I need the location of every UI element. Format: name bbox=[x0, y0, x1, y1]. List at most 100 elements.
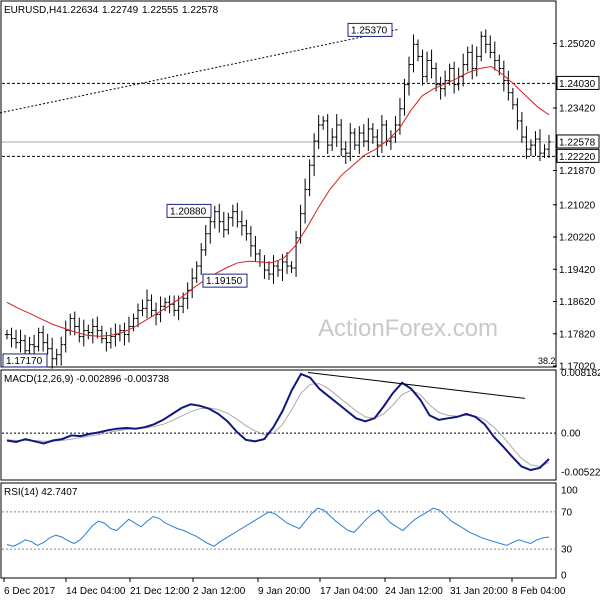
price-bar bbox=[510, 87, 515, 110]
price-bar bbox=[140, 299, 145, 317]
price-bar bbox=[348, 123, 353, 162]
trendline bbox=[0, 28, 399, 114]
level-label-box bbox=[556, 148, 600, 163]
price-bar bbox=[81, 319, 86, 347]
x-tick-label: 24 Jan 12:00 bbox=[385, 586, 443, 597]
price-bar bbox=[479, 31, 484, 62]
price-bar bbox=[519, 112, 524, 143]
price-bar bbox=[276, 260, 280, 277]
price-bar bbox=[429, 49, 434, 79]
y-tick-label: 1.21870 bbox=[559, 166, 596, 177]
price-bar bbox=[72, 311, 77, 336]
ohlc-low: 1.22555 bbox=[142, 5, 179, 16]
price-bar bbox=[135, 303, 140, 328]
annotation: 1.25370 bbox=[347, 22, 393, 37]
price-bar bbox=[402, 78, 407, 116]
annotation-box bbox=[166, 203, 212, 218]
price-bar bbox=[212, 205, 217, 229]
price-bar bbox=[334, 114, 339, 147]
price-bar bbox=[235, 202, 240, 228]
y-tick-label: 1.21020 bbox=[559, 200, 596, 211]
price-bar bbox=[506, 70, 511, 101]
rsi-y-tick-label: 100 bbox=[561, 486, 578, 497]
price-bar bbox=[542, 144, 547, 158]
price-bar bbox=[325, 114, 330, 154]
y-tick-label: 1.17820 bbox=[559, 329, 596, 340]
price-bar bbox=[99, 325, 104, 344]
price-bar bbox=[194, 261, 199, 283]
price-bar bbox=[203, 224, 208, 256]
y-tick-label: 1.25020 bbox=[559, 39, 596, 50]
price-bar bbox=[122, 322, 127, 346]
price-bar bbox=[307, 159, 312, 197]
macd-y-tick-label: 0.00 bbox=[561, 429, 581, 440]
price-bar bbox=[547, 135, 551, 158]
x-tick-label: 21 Dec 12:00 bbox=[130, 586, 190, 597]
ohlc-open: 1.22634 bbox=[62, 5, 99, 16]
price-bar bbox=[54, 348, 59, 366]
price-bar bbox=[483, 29, 488, 54]
moving-average-line bbox=[6, 65, 550, 337]
level-label-box bbox=[556, 75, 600, 90]
symbol-label: EURUSD,H4 bbox=[4, 5, 62, 16]
price-bar bbox=[221, 211, 226, 238]
annotation-label: 1.20880 bbox=[170, 206, 207, 217]
annotation-label: 1.19150 bbox=[206, 276, 243, 287]
price-bar bbox=[285, 252, 290, 274]
price-bar bbox=[158, 296, 163, 323]
price-bar bbox=[149, 294, 154, 318]
macd-y-ticks: 0.008182 0.00 -0.005223 bbox=[561, 368, 600, 478]
price-y-ticks: 1.25020 1.23420 1.21870 1.21020 1.20220 1.194… bbox=[553, 39, 596, 373]
price-bar bbox=[185, 282, 190, 310]
price-bar bbox=[361, 124, 366, 147]
price-bar bbox=[41, 325, 46, 352]
price-bar bbox=[488, 35, 493, 59]
price-bar bbox=[77, 317, 82, 343]
price-bar bbox=[352, 128, 357, 150]
rsi-y-tick-label: 0 bbox=[561, 571, 567, 582]
price-bar bbox=[370, 123, 375, 144]
price-bar bbox=[416, 39, 421, 62]
price-bar bbox=[131, 313, 136, 332]
x-tick-label: 6 Dec 2017 bbox=[4, 586, 56, 597]
price-bar bbox=[465, 46, 470, 72]
price-bar bbox=[18, 329, 23, 353]
price-bar bbox=[9, 327, 14, 348]
macd-panel-frame bbox=[0, 369, 557, 481]
x-tick-label: 17 Jan 04:00 bbox=[320, 586, 378, 597]
price-bar bbox=[45, 333, 50, 355]
price-bar bbox=[470, 44, 475, 80]
price-bar bbox=[375, 129, 380, 156]
macd-y-tick-label: -0.005223 bbox=[561, 467, 600, 478]
rsi-y-tick-label: 30 bbox=[561, 545, 573, 556]
price-bar bbox=[474, 46, 479, 77]
price-bar bbox=[537, 129, 542, 162]
price-bar bbox=[393, 116, 398, 143]
annotation-box bbox=[347, 22, 393, 37]
macd-y-tick-label: 0.008182 bbox=[561, 368, 600, 379]
rsi-label: RSI(14) 42.7407 bbox=[4, 487, 78, 498]
last-price-box bbox=[556, 134, 600, 149]
price-bar bbox=[434, 62, 439, 92]
rsi-y-ticks: 100 70 30 0 bbox=[561, 486, 578, 582]
annotation-label: 1.17170 bbox=[6, 356, 43, 367]
macd-signal-line bbox=[6, 383, 550, 467]
y-tick-label: 1.18620 bbox=[559, 297, 596, 308]
price-bar bbox=[50, 337, 55, 369]
price-bar bbox=[366, 118, 371, 151]
price-bar bbox=[5, 329, 9, 340]
x-tick-label: 2 Jan 12:00 bbox=[193, 586, 246, 597]
y-tick-label: 1.20220 bbox=[559, 233, 596, 244]
price-bar bbox=[316, 115, 321, 149]
watermark: ActionForex.com bbox=[318, 315, 498, 342]
price-bar bbox=[145, 289, 150, 319]
x-tick-label: 31 Jan 20:00 bbox=[450, 586, 508, 597]
annotation: 1.19150 bbox=[202, 273, 248, 288]
price-bar bbox=[425, 51, 430, 83]
y-tick-label: 1.19420 bbox=[559, 265, 596, 276]
rsi-panel-frame bbox=[0, 482, 557, 579]
price-bar bbox=[420, 49, 425, 86]
price-bar bbox=[86, 324, 91, 340]
price-bar bbox=[461, 53, 466, 87]
price-bar bbox=[199, 243, 204, 275]
